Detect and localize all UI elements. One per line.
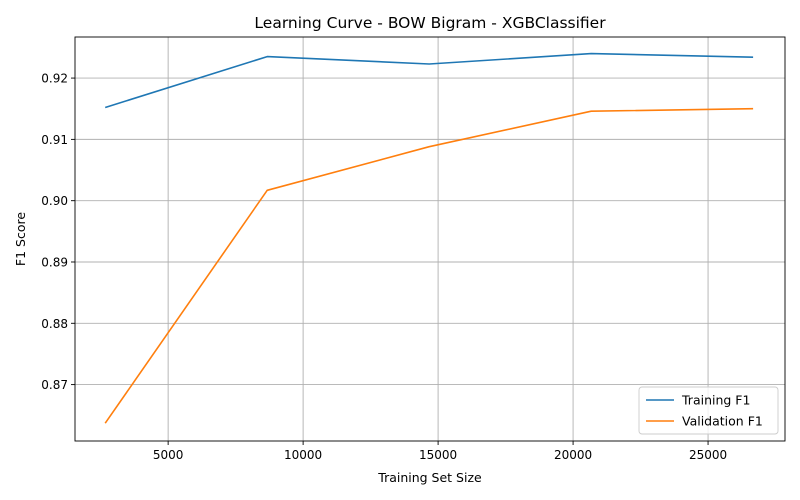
series-line-training: [104, 52, 754, 109]
y-tick-label: 0.88: [41, 317, 68, 331]
x-axis-ticks: 5000 10000 15000 20000 25000: [153, 441, 727, 462]
chart-title: Learning Curve - BOW Bigram - XGBClassif…: [254, 14, 606, 32]
x-tick-label: 20000: [554, 448, 592, 462]
y-tick-label: 0.91: [41, 133, 68, 147]
legend-box: [638, 386, 779, 435]
x-tick-label: 15000: [419, 448, 457, 462]
y-axis-label: F1 Score: [13, 212, 28, 266]
legend-label-training: Training F1: [681, 393, 750, 408]
x-axis-label: Training Set Size: [377, 470, 482, 485]
y-tick-label: 0.90: [41, 194, 68, 208]
legend-label-validation: Validation F1: [682, 414, 763, 429]
x-tick-label: 5000: [153, 448, 184, 462]
grid: [75, 37, 785, 441]
x-tick-label: 10000: [284, 448, 322, 462]
y-axis-ticks: 0.87 0.88 0.89 0.90 0.91 0.92: [41, 72, 75, 392]
y-tick-label: 0.87: [41, 378, 68, 392]
legend: Training F1 Validation F1: [638, 386, 779, 435]
series-line-validation: [104, 107, 754, 424]
x-tick-label: 25000: [689, 448, 727, 462]
y-tick-label: 0.89: [41, 255, 68, 269]
plot-frame: [74, 36, 786, 442]
y-tick-label: 0.92: [41, 72, 68, 86]
series-lines: [104, 52, 754, 424]
